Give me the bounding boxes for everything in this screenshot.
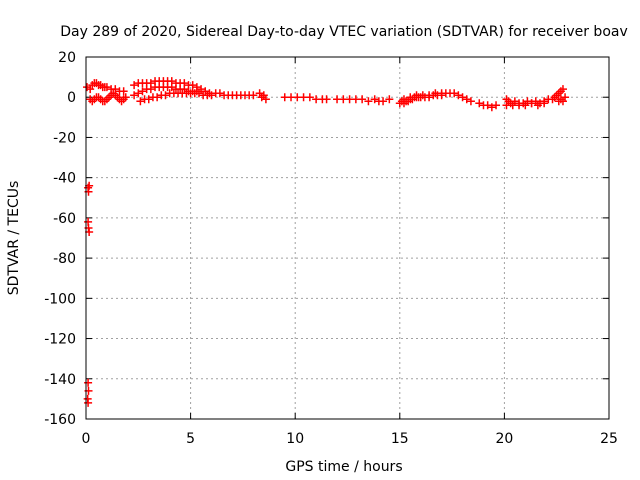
data-point [531,97,540,106]
data-point [134,89,143,98]
data-point [523,97,532,106]
data-point [144,95,153,104]
data-point [261,95,270,104]
data-point [527,99,536,108]
data-point [533,101,542,110]
y-axis-label: SDTVAR / TECUs [6,181,22,296]
axis-ticks [85,56,610,420]
data-point [138,87,147,96]
data-point [450,89,459,98]
data-point [167,83,176,92]
data-point [215,89,224,98]
y-tick-label: -60 [53,211,76,227]
x-tick-label: 15 [391,431,409,447]
y-tick-label: 20 [58,50,76,66]
data-point [487,103,496,112]
y-tick-label: -140 [44,372,76,388]
data-point [119,87,128,96]
data-point [130,81,139,90]
data-point [249,91,258,100]
x-tick-label: 0 [82,431,91,447]
x-tick-label: 10 [286,431,304,447]
data-point [458,93,467,102]
data-point [399,95,408,104]
data-point [466,97,475,106]
y-tick-label: -120 [44,332,76,348]
x-tick-label: 25 [600,431,618,447]
data-points [83,77,570,407]
data-point [207,91,216,100]
data-point [255,89,264,98]
data-point [370,95,379,104]
data-point [358,95,367,104]
data-point [521,101,530,110]
data-point [84,378,93,387]
data-point [454,91,463,100]
data-point [146,85,155,94]
data-point [259,91,268,100]
plot-frame [85,56,610,420]
data-point [492,101,501,110]
data-point [462,95,471,104]
data-point [364,97,373,106]
x-tick-label: 20 [495,431,513,447]
y-tick-label: -20 [53,130,76,146]
data-point [561,93,570,102]
data-point [86,85,95,94]
y-tick-label: -80 [53,251,76,267]
x-tick-label: 5 [186,431,195,447]
data-point [540,99,549,108]
data-point [153,93,162,102]
data-point [305,93,314,102]
data-point [197,85,206,94]
grid [86,57,609,419]
data-point [161,91,170,100]
chart-title: Day 289 of 2020, Sidereal Day-to-day VTE… [60,24,628,40]
data-point [554,97,563,106]
data-point [121,93,130,102]
x-axis-label: GPS time / hours [285,459,402,475]
data-point [136,97,145,106]
data-point [201,87,210,96]
data-point [483,101,492,110]
data-point [558,85,567,94]
data-point [425,91,434,100]
y-tick-label: 0 [67,90,76,106]
data-point [130,91,139,100]
data-point [406,93,415,102]
data-point [180,85,189,94]
y-tick-label: -40 [53,171,76,187]
data-point [322,95,331,104]
data-point [102,83,111,92]
axis-tick-labels: 0 5 10 15 20 25 -160 -140 -120 -100 -80 -60 -40 -20 0 2… [44,50,618,447]
y-tick-label: -160 [44,412,76,428]
data-point [385,95,394,104]
y-tick-label: -100 [44,291,76,307]
data-point [437,89,446,98]
data-point [84,398,93,407]
data-point [475,99,484,108]
data-point [510,97,519,106]
data-point [194,89,203,98]
data-point [379,97,388,106]
